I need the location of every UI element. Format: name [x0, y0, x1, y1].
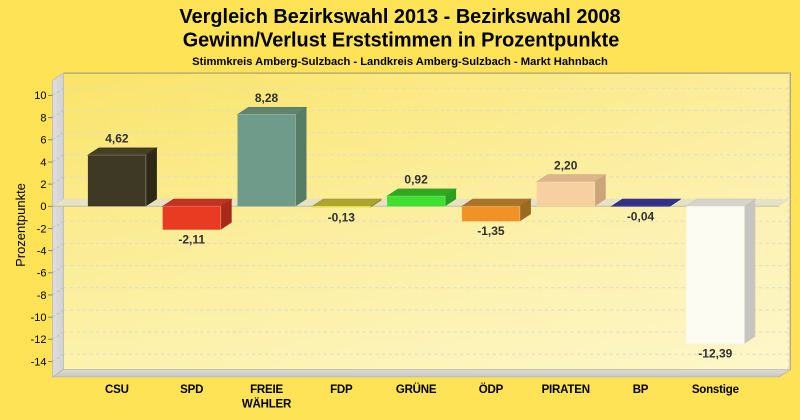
- svg-text:-6: -6: [37, 268, 47, 280]
- svg-text:FREIE: FREIE: [250, 384, 283, 396]
- svg-text:-4: -4: [37, 245, 47, 257]
- svg-text:GRÜNE: GRÜNE: [396, 383, 437, 396]
- svg-text:-2: -2: [37, 223, 47, 235]
- svg-text:0,92: 0,92: [404, 173, 428, 187]
- svg-text:SPD: SPD: [180, 384, 203, 396]
- svg-text:Prozentpunkte: Prozentpunkte: [13, 183, 28, 267]
- svg-text:-0,13: -0,13: [328, 211, 356, 225]
- svg-text:CSU: CSU: [105, 384, 129, 396]
- svg-text:2: 2: [40, 179, 46, 191]
- svg-text:-14: -14: [31, 356, 47, 368]
- svg-text:Vergleich Bezirkswahl 2013 - B: Vergleich Bezirkswahl 2013 - Bezirkswahl…: [179, 6, 620, 28]
- svg-text:6: 6: [40, 135, 46, 147]
- svg-text:Stimmkreis Amberg-Sulzbach - L: Stimmkreis Amberg-Sulzbach - Landkreis A…: [192, 56, 608, 68]
- svg-text:PIRATEN: PIRATEN: [542, 384, 590, 396]
- svg-text:ÖDP: ÖDP: [479, 383, 504, 396]
- svg-text:-2,11: -2,11: [178, 233, 205, 247]
- svg-text:Gewinn/Verlust Erststimmen in: Gewinn/Verlust Erststimmen in Prozentpun…: [183, 30, 620, 52]
- svg-text:FDP: FDP: [330, 384, 353, 396]
- svg-text:WÄHLER: WÄHLER: [242, 398, 292, 411]
- svg-text:8,28: 8,28: [255, 91, 279, 105]
- svg-text:2,20: 2,20: [554, 158, 578, 172]
- svg-text:BP: BP: [633, 384, 649, 396]
- svg-text:4: 4: [40, 157, 46, 169]
- svg-text:8: 8: [40, 112, 46, 124]
- svg-text:-1,35: -1,35: [477, 224, 505, 238]
- svg-text:-12: -12: [31, 334, 47, 346]
- svg-text:Sonstige: Sonstige: [692, 384, 739, 396]
- svg-text:0: 0: [40, 201, 46, 213]
- svg-text:-12,39: -12,39: [698, 347, 732, 361]
- svg-text:10: 10: [34, 90, 46, 102]
- svg-text:4,62: 4,62: [105, 132, 129, 146]
- svg-text:-10: -10: [31, 312, 47, 324]
- svg-text:-8: -8: [37, 290, 47, 302]
- svg-text:-0,04: -0,04: [627, 210, 655, 224]
